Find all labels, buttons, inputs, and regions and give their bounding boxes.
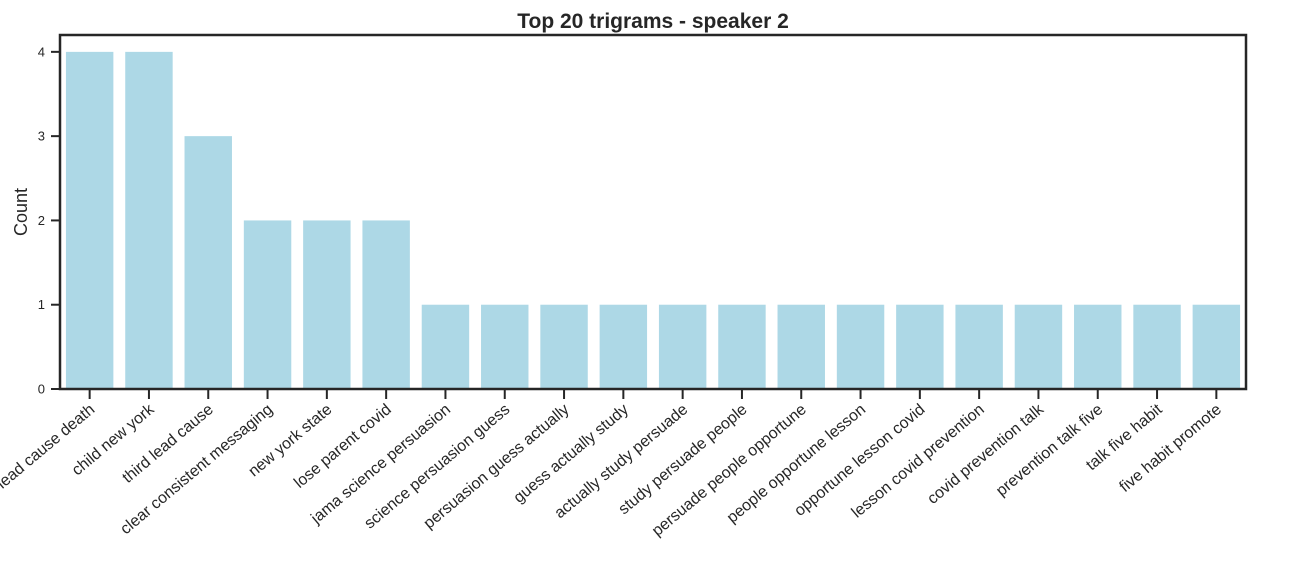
x-tick-label: prevention talk five [993,401,1106,500]
bar-2 [125,51,173,389]
bar-3 [184,136,232,389]
y-tick-label: 4 [38,44,45,59]
bar-7 [421,304,470,389]
bar-4 [243,220,292,389]
bar-5 [303,220,351,389]
bar-12 [718,304,766,389]
bar-6 [362,220,410,389]
x-tick-label: five habit promote [1117,401,1225,496]
bar-17 [1014,304,1063,389]
y-tick-label: 3 [38,129,45,144]
bar-19 [1133,304,1181,389]
bar-20 [1192,304,1241,389]
bar-14 [836,304,885,389]
y-tick-label: 2 [38,213,45,228]
x-tick-label: covid prevention talk [924,400,1047,507]
x-tick-label: lose parent covid [291,401,395,492]
bar-13 [777,304,825,389]
bar-16 [955,304,1003,389]
x-tick-label: lead cause death [0,401,98,492]
chart-title: Top 20 trigrams - speaker 2 [517,10,789,33]
bar-9 [540,304,588,389]
bar-8 [481,304,529,389]
plot-frame [58,33,1248,391]
bar-18 [1074,304,1122,389]
x-tick-label: guess actually study [511,401,632,507]
bar-10 [599,304,648,389]
bar-1 [65,51,114,389]
bars-group [65,51,1241,389]
y-axis-label: Count [11,188,31,236]
bar-11 [658,304,707,389]
y-tick-label: 1 [38,297,45,312]
y-tick-label: 0 [38,382,45,397]
bar-15 [896,304,944,389]
y-axis: 0 1 2 3 4 [38,44,60,397]
